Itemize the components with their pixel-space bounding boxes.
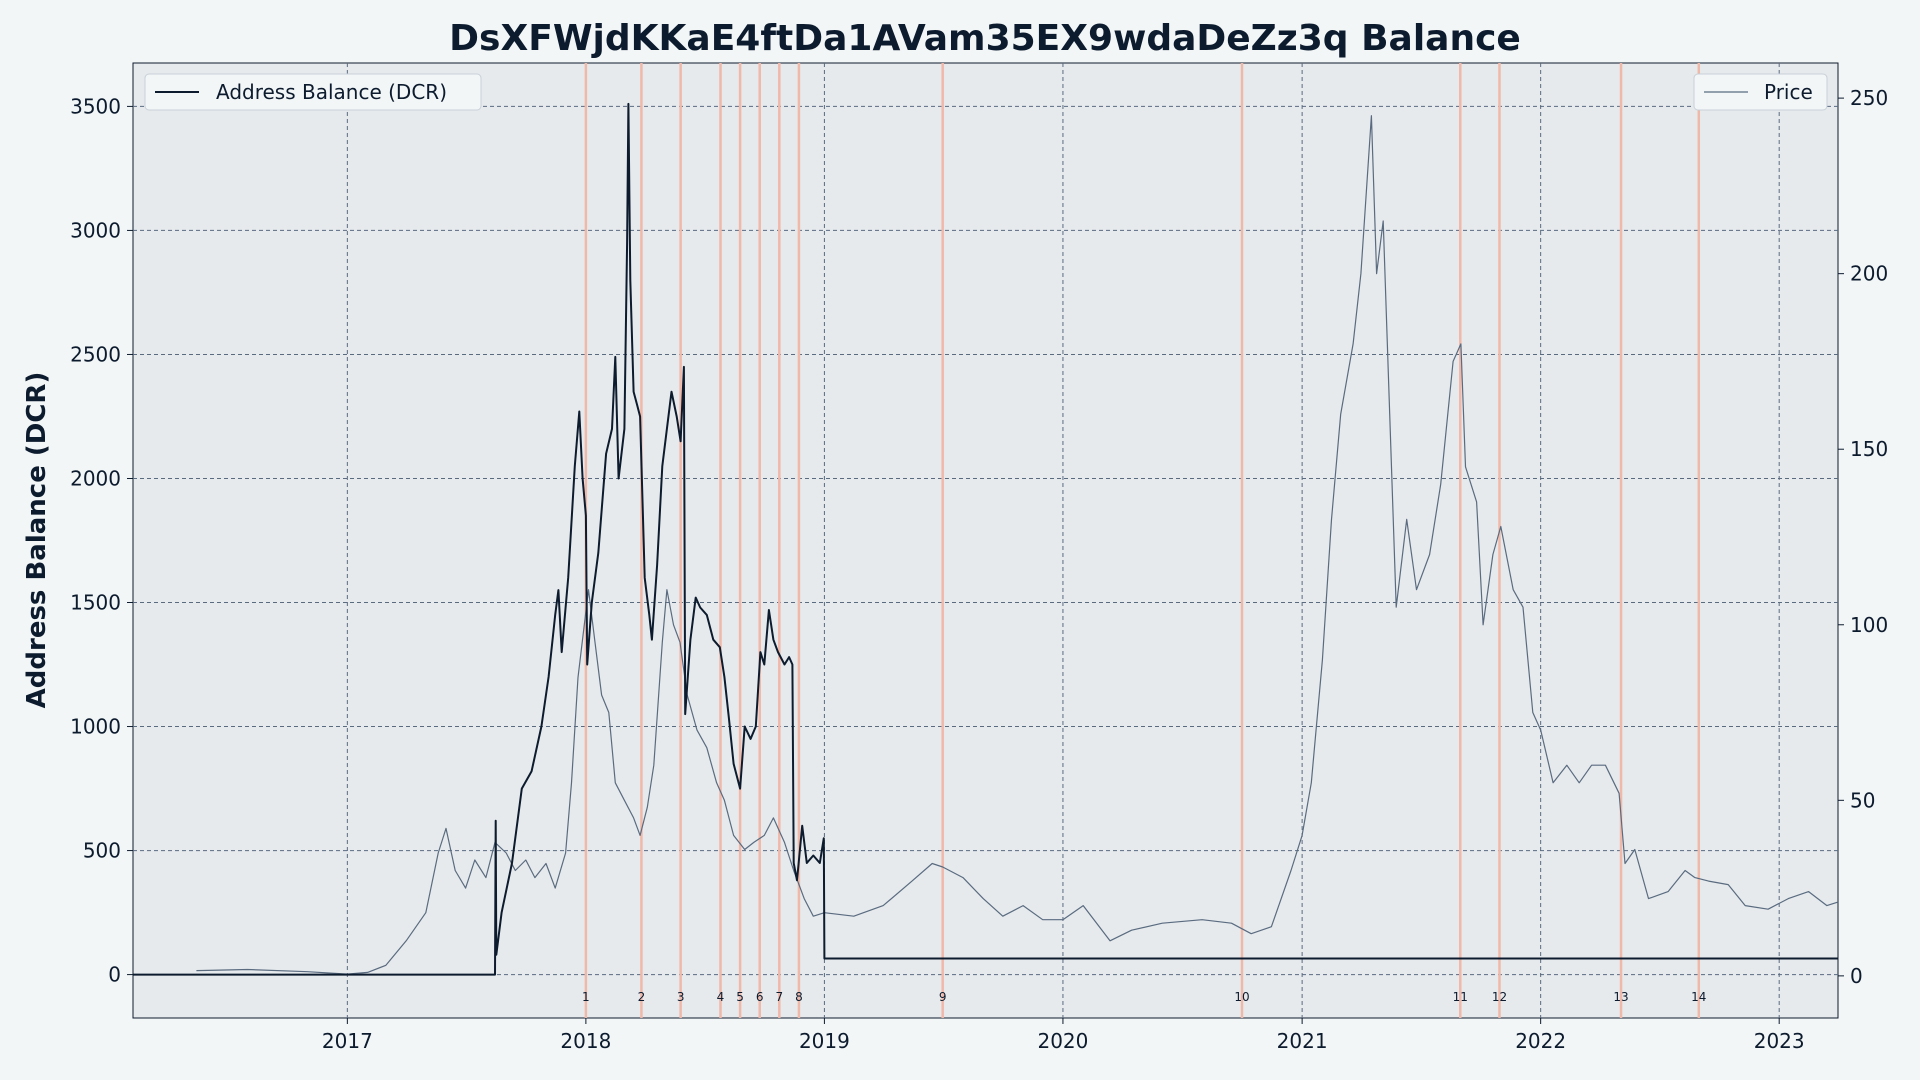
x-tick-label: 2021 [1277,1029,1328,1053]
legend-balance-label: Address Balance (DCR) [216,80,447,104]
x-tick-label: 2017 [322,1029,373,1053]
y-tick-label: 2000 [70,466,121,490]
price-series [196,115,1839,975]
event-label: 5 [736,990,744,1004]
axes: 2017 2018 2019 2020 2021 2022 2023050010001500… [70,86,1888,1053]
price-line [196,115,1839,975]
event-label: 4 [717,990,725,1004]
y-tick-label: 500 [83,839,121,863]
event-label: 7 [775,990,783,1004]
balance-line [133,102,1838,976]
event-label: 12 [1492,990,1507,1004]
legend-balance: Address Balance (DCR) [144,73,482,111]
x-tick-label: 2019 [799,1029,850,1053]
event-label: 6 [756,990,764,1004]
x-tick-label: 2023 [1754,1029,1805,1053]
x-tick-label: 2022 [1515,1029,1566,1053]
y-tick-label: 0 [108,963,121,987]
y-right-tick-label: 50 [1850,788,1875,812]
event-label: 9 [939,990,947,1004]
plot-area [132,62,1839,1019]
event-label: 11 [1453,990,1468,1004]
event-label: 1 [582,990,590,1004]
x-tick-label: 2018 [560,1029,611,1053]
y-tick-label: 3000 [70,218,121,242]
y-tick-label: 3500 [70,94,121,118]
y-right-tick-label: 100 [1850,613,1888,637]
balance-series [133,102,1838,976]
y-tick-label: 2500 [70,342,121,366]
event-label: 14 [1691,990,1706,1004]
y-tick-label: 1500 [70,591,121,615]
event-label: 2 [638,990,646,1004]
legend-price: Price [1693,73,1828,111]
y-right-tick-label: 200 [1850,262,1888,286]
y-right-tick-label: 150 [1850,437,1888,461]
event-label: 3 [677,990,685,1004]
event-label: 10 [1234,990,1249,1004]
y-tick-label: 1000 [70,715,121,739]
y-right-tick-label: 250 [1850,86,1888,110]
event-label: 13 [1613,990,1628,1004]
event-label: 8 [795,990,803,1004]
x-tick-label: 2020 [1037,1029,1088,1053]
legend-price-label: Price [1764,80,1813,104]
chart-title: DsXFWjdKKaE4ftDa1AVam35EX9wdaDeZz3q Bala… [449,18,1521,59]
y-right-tick-label: 0 [1850,964,1863,988]
y-axis-label: Address Balance (DCR) [22,372,52,709]
